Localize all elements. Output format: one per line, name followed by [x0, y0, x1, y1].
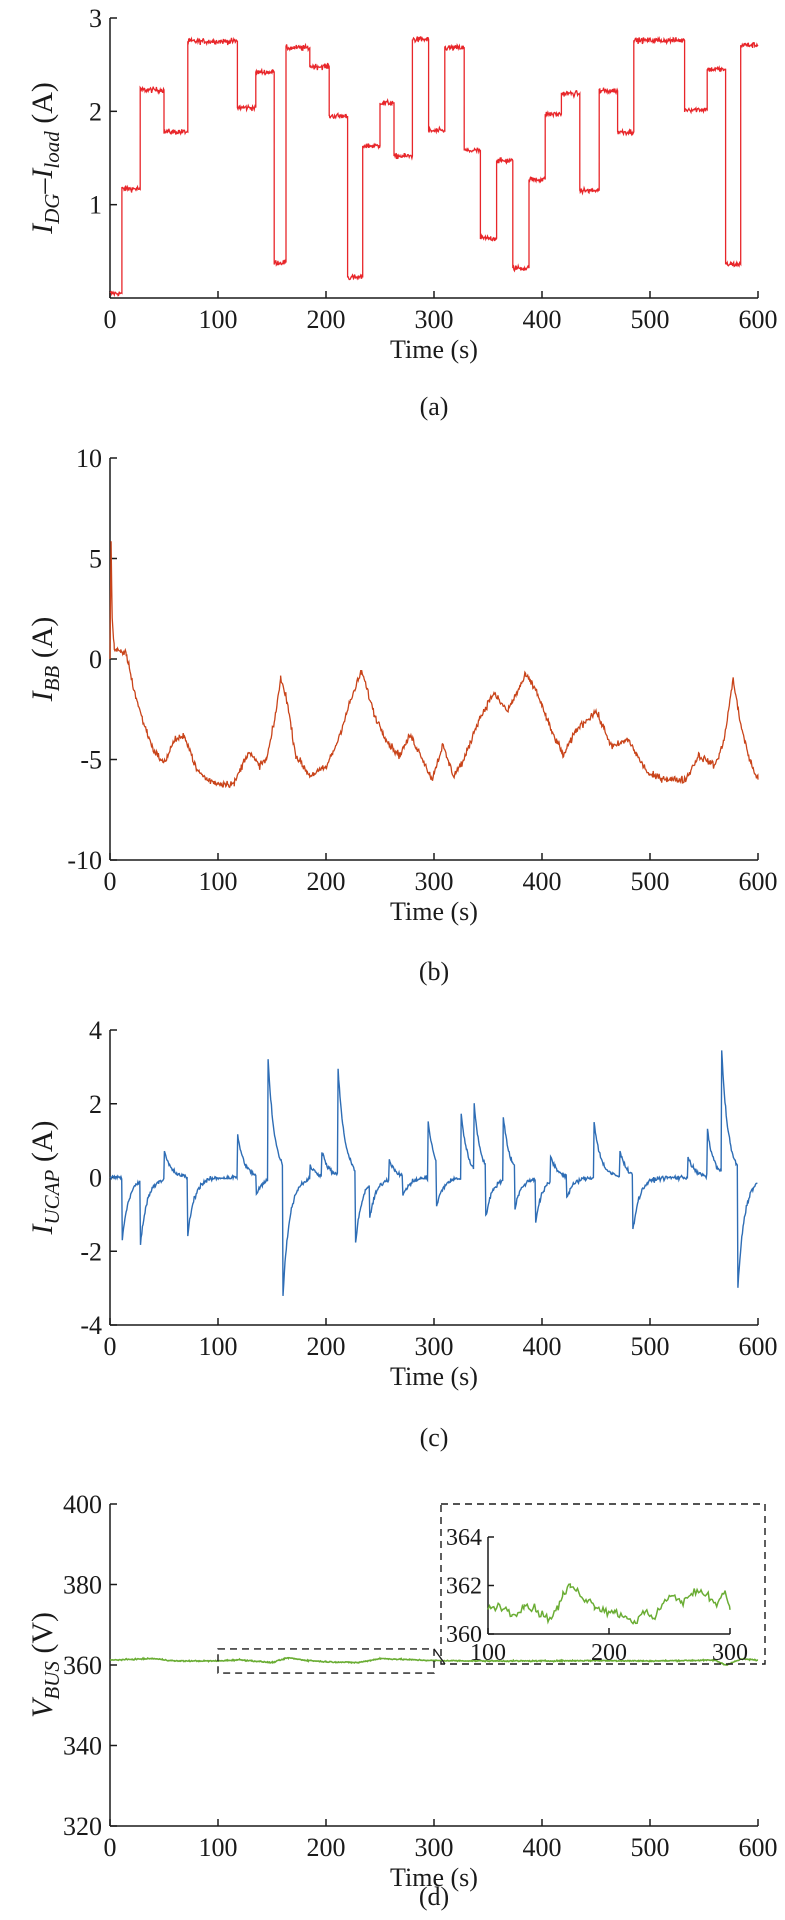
y-tick-label: 340 — [63, 1732, 102, 1761]
chart-panel-c: 0 100 200 300 400 500 600 -4 -2 0 2 4 Time (s) (c) IUC… — [26, 1016, 778, 1452]
x-tick-label: 400 — [523, 305, 562, 334]
panel-caption: (c) — [420, 1423, 449, 1452]
x-tick-label: 0 — [104, 867, 117, 896]
x-tick-label: 300 — [415, 867, 454, 896]
x-axis-label: Time (s) — [390, 1863, 478, 1892]
y-tick-label: 2 — [89, 97, 102, 126]
x-tick-label: 500 — [631, 867, 670, 896]
panel-caption: (d) — [419, 1882, 449, 1911]
x-tick-label: 200 — [307, 1833, 346, 1862]
y-label-main: I — [26, 689, 59, 702]
chart-panel-d: 0 100 200 300 400 500 600 320 340 360 380 400 Time (… — [26, 1490, 778, 1911]
x-tick-label: 500 — [631, 305, 670, 334]
y-label-sub: UCAP — [40, 1169, 64, 1224]
x-axis-label: Time (s) — [390, 897, 478, 926]
inset-frame — [440, 1503, 766, 1665]
x-tick-label: 600 — [739, 1833, 778, 1862]
zoom-region-box — [217, 1648, 435, 1674]
x-tick-label: 0 — [104, 1833, 117, 1862]
series-line-b — [109, 541, 759, 789]
y-tick-label: 4 — [89, 1016, 102, 1045]
zoom-connector-line — [433, 1648, 446, 1665]
y-label-unit: (A) — [26, 1121, 59, 1170]
y-tick-label: 400 — [63, 1490, 102, 1519]
x-tick-label: 300 — [415, 1332, 454, 1361]
series-line-ucap-current — [109, 1050, 758, 1296]
x-tick-label: 100 — [199, 1332, 238, 1361]
y-label-unit: (A) — [26, 617, 59, 666]
x-tick-label: 300 — [415, 305, 454, 334]
x-tick-label: 500 — [631, 1332, 670, 1361]
chart-panel-a: 0 100 200 300 400 500 600 1 2 3 Time (s) (a) IDG–Ilo… — [26, 4, 778, 421]
y-tick-label: -4 — [80, 1311, 102, 1340]
y-label-sub: DG — [40, 194, 64, 225]
x-tick-label: 200 — [307, 867, 346, 896]
x-tick-label: 600 — [739, 305, 778, 334]
y-label-unit: (V) — [26, 1612, 59, 1661]
y-label-main: I — [26, 1222, 59, 1235]
x-tick-label: 200 — [307, 1332, 346, 1361]
y-tick-label: -5 — [80, 746, 102, 775]
y-tick-label: 5 — [89, 545, 102, 574]
y-axis-label: VBUS (V) — [26, 1612, 64, 1718]
x-tick-label: 300 — [415, 1833, 454, 1862]
inset-y-tick-label: 362 — [446, 1574, 482, 1600]
x-tick-label: 0 — [104, 1332, 117, 1361]
y-tick-label: 320 — [63, 1812, 102, 1841]
x-tick-label: 100 — [199, 305, 238, 334]
y-tick-label: 3 — [89, 4, 102, 33]
y-axis-label: IUCAP (A) — [26, 1121, 64, 1236]
y-tick-label: 380 — [63, 1571, 102, 1600]
x-tick-label: 600 — [739, 1332, 778, 1361]
inset-x-tick-label: 100 — [470, 1640, 506, 1666]
chart-panel-b: 0 100 200 300 400 500 600 -10 -5 0 5 10 Time (s) (b) I… — [26, 444, 778, 986]
panel-caption: (b) — [419, 957, 449, 986]
y-label-unit: (A) — [26, 82, 59, 131]
y-label-sub: BB — [40, 666, 64, 692]
x-tick-label: 400 — [523, 1332, 562, 1361]
inset-x-tick-label: 300 — [712, 1640, 748, 1666]
y-tick-label: -2 — [80, 1237, 102, 1266]
x-tick-label: 600 — [739, 867, 778, 896]
panel-caption: (a) — [420, 392, 449, 421]
inset-x-tick-label: 200 — [591, 1640, 627, 1666]
y-tick-label: 10 — [76, 444, 102, 473]
y-tick-label: 1 — [89, 191, 102, 220]
y-axis-label: IBB (A) — [26, 617, 64, 703]
y-tick-label: 0 — [89, 1164, 102, 1193]
inset-y-tick-label: 360 — [446, 1622, 482, 1648]
x-tick-label: 400 — [523, 1833, 562, 1862]
y-axis-label: IDG–Iload (A) — [26, 82, 64, 235]
y-tick-label: 0 — [89, 645, 102, 674]
y-tick-label: -10 — [67, 846, 102, 875]
y-tick-label: 2 — [89, 1090, 102, 1119]
x-axis-label: Time (s) — [390, 335, 478, 364]
series-line-a — [109, 35, 759, 298]
y-label-sub: BUS — [40, 1661, 64, 1700]
y-label-mid: –I — [26, 167, 59, 195]
x-tick-label: 100 — [199, 1833, 238, 1862]
x-tick-label: 200 — [307, 305, 346, 334]
x-tick-label: 100 — [199, 867, 238, 896]
x-tick-label: 0 — [104, 305, 117, 334]
y-label-main: V — [26, 1696, 59, 1718]
x-tick-label: 500 — [631, 1833, 670, 1862]
inset-series-line — [487, 1583, 731, 1625]
x-axis-label: Time (s) — [390, 1362, 478, 1391]
y-tick-label: 360 — [63, 1651, 102, 1680]
inset-chart: 100 200 300 360 362 364 — [446, 1525, 748, 1666]
inset-y-tick-label: 364 — [446, 1525, 482, 1551]
x-tick-label: 400 — [523, 867, 562, 896]
y-label-sub2: load — [40, 131, 64, 169]
y-label-main: I — [26, 222, 59, 235]
